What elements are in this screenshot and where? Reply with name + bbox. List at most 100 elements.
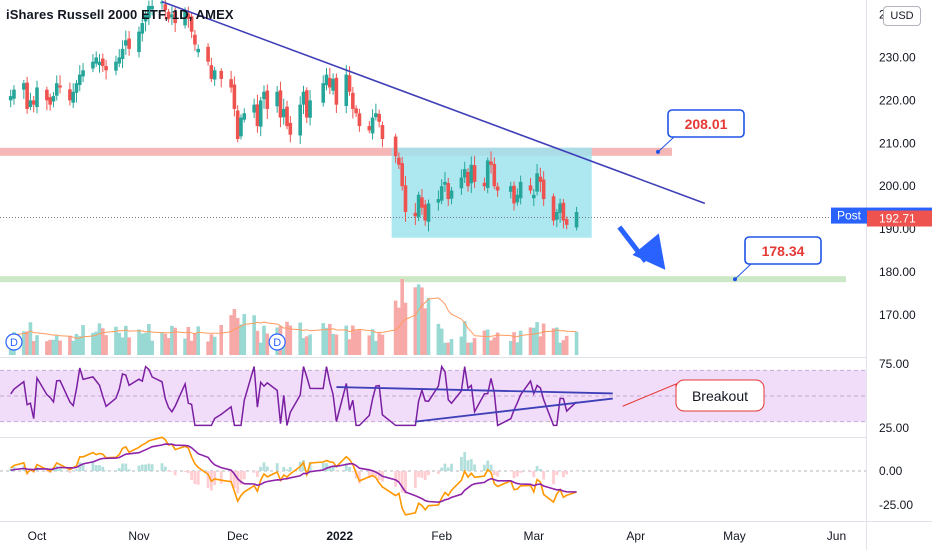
macd-histogram-bar bbox=[443, 463, 447, 471]
candle-body bbox=[374, 113, 378, 118]
macd-histogram-bar bbox=[308, 462, 312, 471]
macd-histogram-bar bbox=[104, 470, 108, 472]
volume-bar bbox=[120, 337, 125, 355]
volume-bar bbox=[531, 327, 536, 355]
candle-body bbox=[469, 164, 474, 184]
breakout-label[interactable] bbox=[675, 379, 765, 412]
volume-bar bbox=[71, 340, 75, 355]
volume-bar bbox=[127, 337, 131, 355]
macd-histogram-bar bbox=[440, 467, 444, 471]
candle-body bbox=[8, 96, 13, 101]
candle-body bbox=[285, 106, 289, 127]
volume-bar bbox=[232, 309, 237, 355]
candle-body bbox=[518, 181, 523, 199]
macd-signal-line bbox=[10, 443, 577, 504]
macd-histogram-bar bbox=[302, 460, 305, 471]
rsi-upper-trendline[interactable] bbox=[336, 386, 613, 395]
macd-histogram-bar bbox=[45, 471, 49, 472]
volume-bar bbox=[377, 333, 381, 355]
candle-body bbox=[242, 113, 247, 120]
candle-body bbox=[538, 176, 543, 182]
macd-histogram-bar bbox=[94, 465, 98, 471]
candle-body bbox=[535, 173, 539, 192]
rsi-tick-label: 75.00 bbox=[879, 357, 909, 371]
candle-body bbox=[81, 70, 85, 77]
volume-bar bbox=[265, 333, 270, 355]
volume-bar bbox=[31, 341, 36, 355]
candle-body bbox=[321, 83, 326, 103]
macd-histogram-bar bbox=[259, 466, 263, 471]
candle-body bbox=[94, 57, 99, 64]
volume-bar bbox=[25, 331, 29, 355]
candle-body bbox=[555, 211, 559, 220]
macd-histogram-bar bbox=[404, 471, 407, 494]
candle-body bbox=[328, 77, 332, 88]
volume-bar bbox=[393, 300, 398, 355]
macd-histogram-bar bbox=[538, 468, 542, 471]
candle-body bbox=[308, 100, 312, 118]
macd-histogram-bar bbox=[463, 452, 467, 471]
macd-histogram-bar bbox=[163, 466, 167, 471]
dividend-marker[interactable] bbox=[5, 333, 23, 351]
volume-bar bbox=[334, 334, 339, 355]
macd-histogram-bar bbox=[469, 459, 473, 471]
candle-body bbox=[489, 161, 493, 165]
macd-histogram-bar bbox=[575, 471, 578, 472]
support-label-anchor bbox=[733, 277, 737, 282]
volume-bar bbox=[561, 340, 566, 355]
support-label[interactable] bbox=[744, 236, 822, 265]
volume-bar bbox=[495, 332, 500, 355]
candle-body bbox=[12, 89, 16, 99]
volume-bar bbox=[101, 328, 105, 355]
macd-histogram-bar bbox=[196, 471, 200, 485]
macd-histogram-bar bbox=[279, 471, 282, 472]
macd-histogram-bar bbox=[400, 471, 404, 493]
volume-bar bbox=[416, 284, 421, 355]
resistance-label-pointer bbox=[657, 136, 675, 153]
candle-body bbox=[449, 190, 454, 199]
volume-bar bbox=[538, 336, 543, 355]
candle-body bbox=[564, 219, 569, 225]
macd-histogram-bar bbox=[121, 463, 124, 471]
candle-body bbox=[400, 163, 404, 187]
candle-body bbox=[219, 70, 224, 79]
volume-bar bbox=[28, 322, 33, 355]
macd-histogram-bar bbox=[423, 471, 427, 481]
resistance-label[interactable] bbox=[667, 109, 745, 138]
candle-body bbox=[508, 186, 513, 192]
currency-button[interactable]: USD bbox=[883, 6, 921, 26]
candle-body bbox=[439, 186, 444, 201]
macd-histogram-bar bbox=[127, 469, 131, 471]
volume-bar bbox=[229, 315, 233, 355]
candle-body bbox=[446, 183, 451, 200]
volume-bar bbox=[462, 321, 467, 355]
candle-body bbox=[275, 91, 279, 107]
macd-histogram-bar bbox=[114, 470, 118, 471]
volume-bar bbox=[357, 330, 362, 355]
rsi-lower-trendline[interactable] bbox=[415, 397, 613, 423]
volume-bar bbox=[186, 326, 191, 355]
dividend-marker[interactable] bbox=[268, 333, 286, 351]
macd-histogram-bar bbox=[150, 464, 154, 471]
candle-body bbox=[104, 66, 108, 71]
macd-histogram-bar bbox=[473, 464, 476, 471]
descending-trendline[interactable] bbox=[161, 0, 706, 205]
volume-bar bbox=[262, 325, 266, 355]
candle-body bbox=[25, 82, 29, 109]
candle-body bbox=[403, 185, 408, 212]
macd-pane bbox=[0, 436, 866, 516]
candle-body bbox=[281, 108, 286, 118]
candle-body bbox=[459, 177, 464, 189]
volume-bar bbox=[81, 325, 85, 355]
candle-body bbox=[344, 74, 349, 106]
candle-body bbox=[74, 83, 79, 93]
down-arrow-head bbox=[632, 233, 666, 270]
support-band bbox=[0, 276, 846, 283]
volume-bar bbox=[45, 341, 49, 355]
macd-line bbox=[10, 436, 577, 516]
volume-bar bbox=[555, 327, 559, 355]
volume-bar bbox=[308, 334, 312, 355]
candle-body bbox=[531, 194, 536, 199]
price-tick-label: 170.00 bbox=[879, 308, 916, 322]
